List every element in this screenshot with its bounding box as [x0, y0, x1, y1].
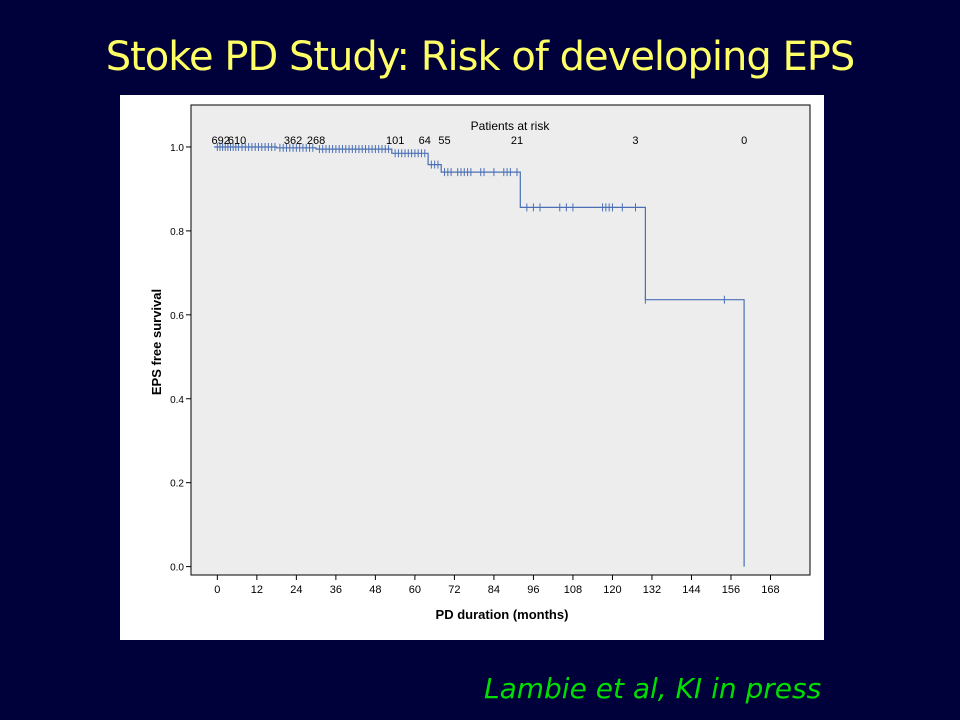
x-tick-label: 156 [722, 584, 740, 596]
x-tick-label: 48 [369, 584, 381, 596]
y-tick-label: 1.0 [170, 143, 184, 154]
slide-title: Stoke PD Study: Risk of developing EPS [105, 34, 856, 80]
censor-marks [216, 142, 725, 304]
x-tick-label: 108 [564, 584, 582, 596]
y-tick-label: 0.4 [170, 395, 184, 406]
y-axis-label: EPS free survival [149, 289, 164, 395]
x-tick-label: 96 [527, 584, 539, 596]
x-tick-label: 60 [409, 584, 421, 596]
y-tick-label: 0.6 [170, 311, 184, 322]
km-chart: 0 12 24 36 48 60 72 84 96 108 120 132 144 156 168 0.0 0.… [149, 104, 811, 622]
x-tick-label: 144 [682, 584, 700, 596]
at-risk-count: 0 [741, 135, 747, 147]
plot-area [190, 104, 811, 576]
x-tick-label: 0 [214, 584, 220, 596]
chart-panel: 0 12 24 36 48 60 72 84 96 108 120 132 144 156 168 0.0 0.… [120, 95, 824, 640]
at-risk-count: 3 [632, 135, 638, 147]
y-tick-label: 0.8 [170, 227, 184, 238]
citation: Lambie et al, KI in press [484, 672, 822, 705]
at-risk-count: 692 [211, 135, 229, 147]
at-risk-count: 55 [438, 135, 450, 147]
x-tick-label: 120 [603, 584, 621, 596]
x-tick-label: 36 [330, 584, 342, 596]
at-risk-count: 21 [511, 135, 523, 147]
x-tick-label: 132 [643, 584, 661, 596]
x-axis-label: PD duration (months) [436, 607, 569, 622]
axes: 0 12 24 36 48 60 72 84 96 108 120 132 144 156 168 0.0 0.… [170, 143, 780, 596]
at-risk-count: 610 [228, 135, 246, 147]
x-tick-label: 84 [488, 584, 500, 596]
y-tick-label: 0.2 [170, 479, 184, 490]
x-tick-label: 12 [251, 584, 263, 596]
at-risk-title: Patients at risk [471, 119, 551, 133]
x-tick-label: 72 [448, 584, 460, 596]
x-tick-label: 168 [761, 584, 779, 596]
at-risk-count: 362 [284, 135, 302, 147]
x-tick-label: 24 [290, 584, 302, 596]
at-risk-count: 268 [307, 135, 325, 147]
at-risk-count: 101 [386, 135, 404, 147]
at-risk-count: 64 [419, 135, 431, 147]
y-tick-label: 0.0 [170, 563, 184, 574]
